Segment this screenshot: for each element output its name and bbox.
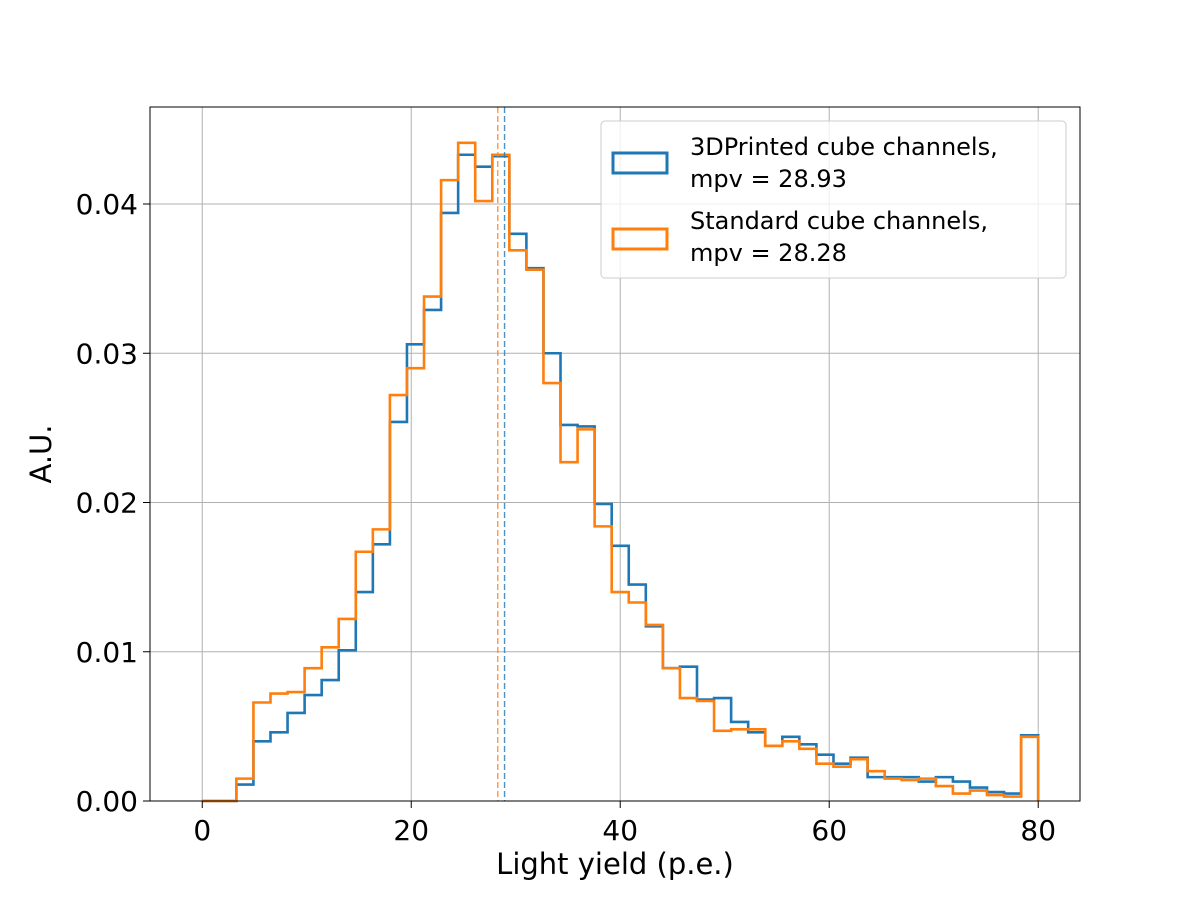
x-tick-label: 80: [1020, 814, 1056, 847]
histogram-series-standard: [202, 141, 1040, 803]
plot-frame: [149, 106, 1081, 802]
legend-mpv-standard: mpv = 28.28: [690, 239, 847, 267]
legend-label-3dprinted: 3DPrinted cube channels,: [690, 133, 998, 161]
y-axis-label: A.U.: [24, 425, 58, 484]
series-group: [202, 141, 1040, 803]
y-tick-label: 0.04: [76, 188, 138, 221]
legend-mpv-3dprinted: mpv = 28.93: [690, 165, 847, 193]
legend-swatch-3dprinted: [611, 151, 669, 175]
legend: 3DPrinted cube channels, mpv = 28.93 Sta…: [600, 120, 1067, 279]
y-tick-label: 0.03: [76, 337, 138, 370]
legend-swatch-standard: [611, 227, 669, 251]
x-tick-label: 20: [393, 814, 429, 847]
legend-label-standard: Standard cube channels,: [690, 207, 988, 235]
x-tick-label: 0: [193, 814, 211, 847]
y-tick-label: 0.02: [76, 487, 138, 520]
legend-frame: [600, 120, 1067, 279]
y-tick-label: 0.00: [76, 785, 138, 818]
mpv-lines: [497, 107, 506, 801]
x-tick-label: 60: [811, 814, 847, 847]
y-tick-label: 0.01: [76, 636, 138, 669]
x-tick-label: 40: [602, 814, 638, 847]
ticks: 0 20 40 60 80 0.00 0.01 0.02 0.03 0.04: [76, 188, 1056, 847]
histogram-series-3dprinted: [202, 153, 1040, 803]
x-axis-label: Light yield (p.e.): [496, 847, 734, 881]
